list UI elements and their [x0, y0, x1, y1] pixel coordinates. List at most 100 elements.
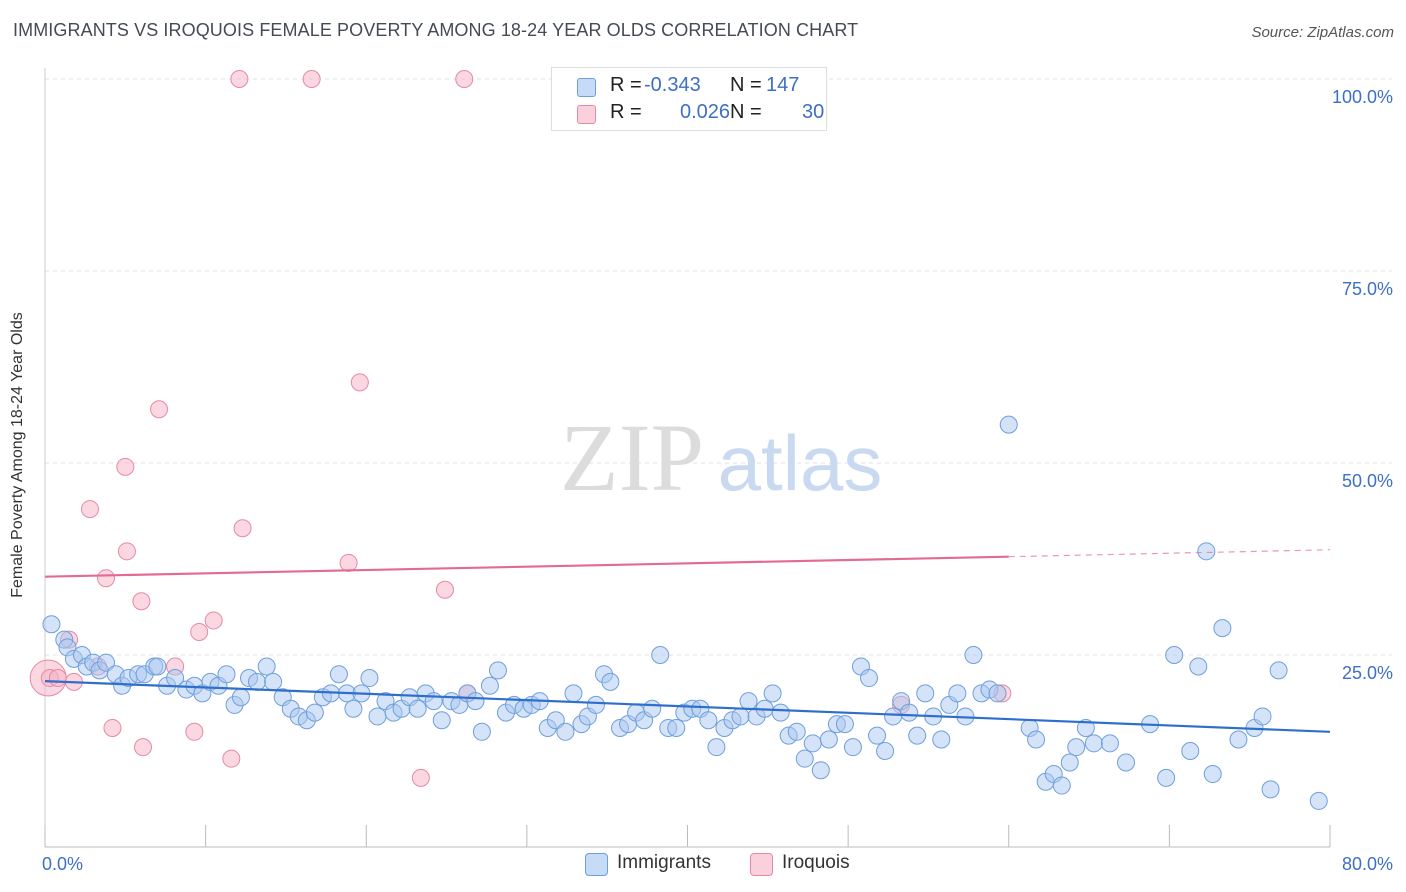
iroquois-trend-line [44, 555, 1009, 578]
immigrants-point [999, 415, 1018, 434]
immigrants-point [231, 688, 250, 707]
immigrants-point [900, 703, 919, 722]
legend-label: Iroquois [782, 852, 850, 873]
iroquois-point [222, 749, 241, 768]
immigrants-point [1261, 780, 1280, 799]
axes [44, 68, 1331, 848]
y-tick-label: 100.0% [1332, 87, 1393, 107]
iroquois-point [116, 457, 135, 476]
iroquois-point [190, 622, 209, 641]
iroquois-trend-extension [1008, 549, 1331, 558]
r-value: -0.343 [644, 74, 701, 96]
immigrants-point [1181, 742, 1200, 760]
immigrants-point [739, 692, 758, 711]
immigrants-point [763, 684, 782, 703]
immigrants-point [988, 684, 1007, 703]
trend-lines [44, 549, 1331, 733]
n-label: N = [730, 101, 762, 123]
immigrants-point [1052, 776, 1071, 795]
immigrants-point [1253, 707, 1272, 726]
immigrants-point [432, 711, 451, 730]
immigrants-point [97, 653, 116, 672]
r-label: R = [610, 101, 642, 123]
immigrants-point [803, 734, 822, 753]
immigrants-point [472, 722, 491, 741]
immigrants-point [876, 742, 895, 760]
iroquois-point [302, 70, 321, 88]
immigrants-point [217, 665, 236, 684]
immigrants-point [1067, 738, 1086, 757]
immigrants-point [257, 657, 276, 676]
n-label: N = [730, 74, 762, 96]
immigrants-point [787, 722, 806, 741]
r-value: 0.026 [680, 101, 731, 123]
immigrants-point [1027, 730, 1046, 749]
chart-title: IMMIGRANTS VS IROQUOIS FEMALE POVERTY AM… [13, 20, 859, 40]
immigrants-point [1165, 646, 1184, 664]
iroquois-point [117, 542, 136, 561]
immigrants-point [835, 715, 854, 734]
y-axis-label: Female Poverty Among 18-24 Year Olds [9, 312, 26, 598]
iroquois-point [150, 400, 169, 419]
iroquois-point [133, 738, 152, 757]
immigrants-point [819, 730, 838, 749]
iroquois-point [455, 70, 474, 88]
immigrants-trend-line [44, 680, 1331, 733]
immigrants-point [667, 718, 686, 737]
immigrants-point [771, 703, 790, 722]
iroquois-point [233, 519, 252, 538]
immigrants-point [1197, 542, 1216, 561]
immigrants-point [932, 730, 951, 749]
immigrants-point [564, 684, 583, 703]
iroquois-point [339, 553, 358, 572]
iroquois-point [204, 611, 223, 630]
n-value: 30 [802, 101, 825, 123]
grid-lines [45, 78, 1392, 656]
x-tick-label: 80.0% [1342, 854, 1393, 874]
immigrants-point [884, 707, 903, 726]
legend-label: Immigrants [617, 852, 711, 873]
iroquois-point [185, 722, 204, 741]
immigrants-point [948, 684, 967, 703]
tick-labels: 25.0% 50.0% 75.0% 100.0% 0.0% 80.0% [42, 87, 1393, 874]
immigrants-point [1269, 661, 1288, 680]
stats-swatch-immigrants [577, 78, 596, 97]
legend: Immigrants Iroquois [0, 852, 1406, 878]
immigrants-point [811, 761, 830, 780]
watermark-zip: ZIP [560, 404, 704, 511]
immigrants-point [408, 699, 427, 718]
watermark-atlas: atlas [718, 419, 883, 507]
immigrants-point [1229, 730, 1248, 749]
immigrants-point [344, 699, 363, 718]
immigrants-point [651, 646, 670, 664]
immigrants-point [248, 672, 267, 691]
immigrants-point [1076, 718, 1095, 737]
immigrants-point [1117, 753, 1136, 772]
stats-swatch-iroquois [577, 105, 596, 124]
immigrants-point [264, 672, 283, 691]
watermark: ZIP atlas [560, 404, 882, 511]
immigrants-points [42, 415, 1328, 810]
x-tick-label: 0.0% [42, 854, 83, 874]
immigrants-point [488, 661, 507, 680]
immigrants-point [699, 711, 718, 730]
iroquois-point [97, 569, 116, 588]
iroquois-point [350, 373, 369, 392]
immigrants-point [329, 665, 348, 684]
immigrants-point [601, 672, 620, 691]
immigrants-point [843, 738, 862, 757]
iroquois-point [435, 580, 454, 599]
immigrants-point [1060, 753, 1079, 772]
immigrants-point [556, 722, 575, 741]
y-tick-label: 25.0% [1342, 663, 1393, 683]
legend-swatch-iroquois [750, 853, 773, 876]
immigrants-point [480, 676, 499, 695]
immigrants-point [1203, 765, 1222, 784]
iroquois-point [48, 669, 67, 688]
immigrants-point [795, 749, 814, 768]
immigrants-point [1309, 791, 1328, 810]
immigrants-point [707, 738, 726, 757]
source-label: Source: ZipAtlas.com [1251, 24, 1394, 41]
immigrants-point [731, 707, 750, 726]
immigrants-point [360, 669, 379, 688]
